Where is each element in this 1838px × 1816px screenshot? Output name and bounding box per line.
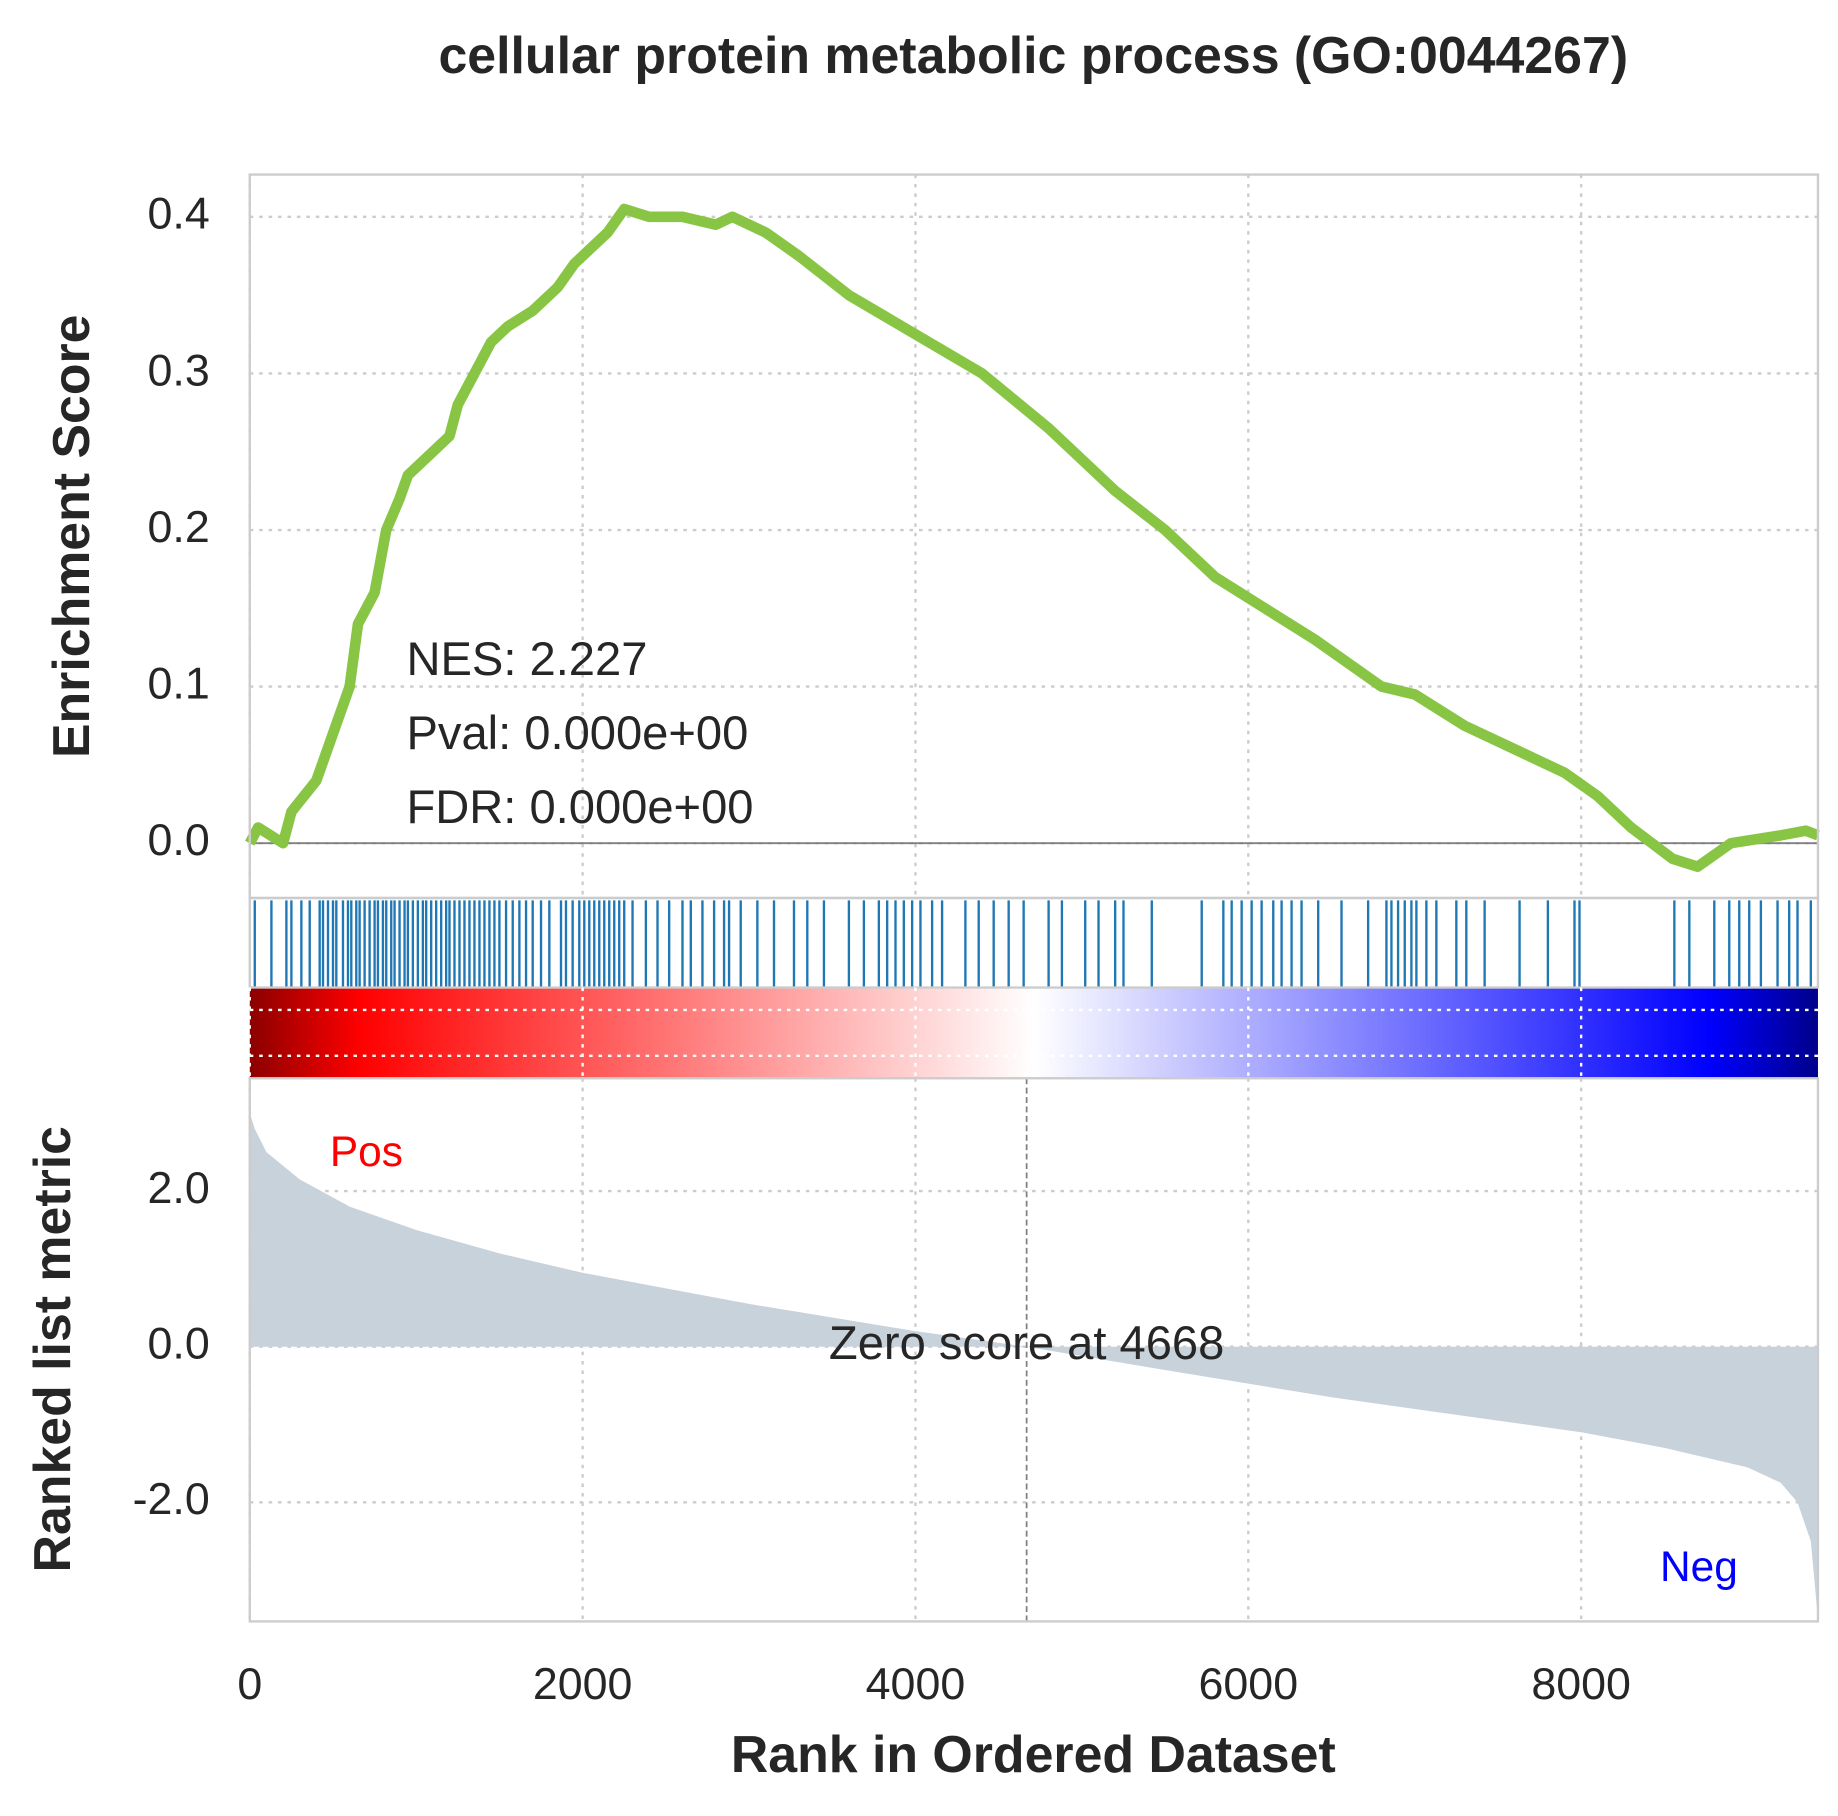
y-tick-label: 2.0 xyxy=(147,1163,209,1213)
y-tick-label: 0.4 xyxy=(147,189,209,239)
panel-frame xyxy=(248,1077,1820,1623)
y-tick-label: 0.1 xyxy=(147,658,209,708)
panel-frame xyxy=(248,896,1820,989)
colormap-bar xyxy=(249,987,1818,1079)
chart-title: cellular protein metabolic process (GO:0… xyxy=(438,26,1628,84)
x-tick-label: 2000 xyxy=(533,1659,633,1709)
y-tick-label: 0.2 xyxy=(147,502,209,552)
x-tick-label: 8000 xyxy=(1531,1659,1631,1709)
stats-annotation: FDR: 0.000e+00 xyxy=(406,780,753,833)
neg-label: Neg xyxy=(1660,1543,1738,1590)
es-line xyxy=(245,203,1820,872)
pos-label: Pos xyxy=(330,1128,403,1175)
y-axis-label: Enrichment Score xyxy=(42,314,100,758)
stats-annotation: Pval: 0.000e+00 xyxy=(406,706,748,759)
x-tick-label: 4000 xyxy=(866,1659,966,1709)
y-tick-label: 0.0 xyxy=(147,815,209,865)
y-tick-label: 0.3 xyxy=(147,345,209,395)
metric-area xyxy=(249,1113,1818,1620)
zero-score-label: Zero score at 4668 xyxy=(829,1316,1224,1369)
x-axis-label: Rank in Ordered Dataset xyxy=(731,1725,1336,1783)
y-axis-label: Ranked list metric xyxy=(23,1126,81,1572)
y-tick-label: -2.0 xyxy=(133,1474,210,1524)
x-tick-label: 0 xyxy=(237,1659,262,1709)
x-tick-label: 6000 xyxy=(1199,1659,1299,1709)
stats-annotation: NES: 2.227 xyxy=(406,632,647,685)
y-tick-label: 0.0 xyxy=(147,1319,209,1369)
